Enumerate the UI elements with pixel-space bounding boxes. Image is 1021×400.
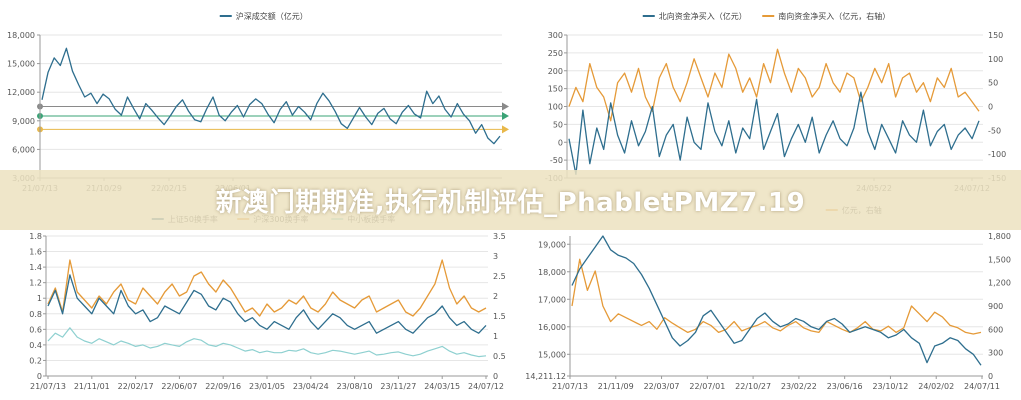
x-tick-label: 23/11/27 <box>380 382 416 391</box>
y-tick-label: 18,000 <box>7 31 35 40</box>
y-tick-label: 1.6 <box>29 248 42 257</box>
y-tick-label: 0 <box>558 138 563 147</box>
series-line <box>571 235 982 366</box>
x-tick-label: 23/04/24 <box>293 382 329 391</box>
y-tick-label: 1.2 <box>29 279 42 288</box>
x-tick-label: 23/01/05 <box>249 382 285 391</box>
x-tick-label: 22/02/17 <box>118 382 154 391</box>
y-tick-label: 0.2 <box>29 356 42 365</box>
y-tick-label: 1.4 <box>29 263 42 272</box>
y-right-tick-label: 1 <box>493 332 498 341</box>
y-tick-label: 100 <box>548 103 563 112</box>
x-tick-label: 21/11/09 <box>598 382 634 391</box>
y-right-tick-label: 900 <box>988 302 1003 311</box>
x-tick-label: 24/02/02 <box>918 382 954 391</box>
y-tick-label: 15,000 <box>538 350 566 359</box>
banner-title: 新澳门期期准,执行机制评估_PhabletPMZ7.19 <box>215 187 806 218</box>
y-tick-label: -50 <box>550 156 563 165</box>
y-right-tick-label: 0 <box>493 372 498 381</box>
y-tick-label: 1 <box>37 294 42 303</box>
x-tick-label: 22/03/07 <box>644 382 680 391</box>
y-right-tick-label: 0.5 <box>493 352 506 361</box>
series-line <box>571 258 982 335</box>
legend-label: 沪深成交额（亿元） <box>236 11 308 21</box>
y-right-tick-label: 0 <box>988 103 993 112</box>
y-tick-label: 12,000 <box>7 88 35 97</box>
chart-turnover: 沪深成交额（亿元）3,0006,0009,00012,00015,00018,0… <box>7 11 509 193</box>
y-tick-label: 300 <box>548 31 563 40</box>
chart-turnover-rates: 上证50换手率沪深300换手率中小板换手率00.20.40.60.811.21.… <box>29 214 505 391</box>
x-tick-label: 22/06/07 <box>161 382 197 391</box>
y-right-tick-label: 600 <box>988 325 1003 334</box>
legend-label: 南向资金净买入（亿元，右轴） <box>778 11 890 21</box>
x-tick-label: 24/07/11 <box>964 382 1000 391</box>
y-right-tick-label: 2.5 <box>493 272 506 281</box>
reference-arrow <box>502 125 509 134</box>
y-tick-label: 0 <box>37 372 42 381</box>
series-line <box>47 327 487 358</box>
y-tick-label: 14,211.12 <box>525 372 566 381</box>
overlay-banner: 新澳门期期准,执行机制评估_PhabletPMZ7.19 <box>0 170 1021 230</box>
x-tick-label: 23/06/16 <box>827 382 863 391</box>
y-right-tick-label: 2 <box>493 292 498 301</box>
y-right-tick-label: 1,200 <box>988 279 1011 288</box>
y-right-tick-label: 300 <box>988 349 1003 358</box>
x-tick-label: 24/07/12 <box>468 382 504 391</box>
x-tick-label: 21/07/13 <box>552 382 588 391</box>
y-right-tick-label: 1,800 <box>988 232 1011 241</box>
legend-label: 北向资金净买入（亿元） <box>659 11 747 21</box>
x-tick-label: 23/02/22 <box>781 382 817 391</box>
x-tick-label: 21/11/01 <box>74 382 110 391</box>
series-line <box>47 259 487 317</box>
x-tick-label: 22/09/16 <box>205 382 241 391</box>
series-line <box>568 48 980 122</box>
y-tick-label: 0.6 <box>29 325 42 334</box>
y-tick-label: 6,000 <box>12 145 35 154</box>
chart-index-balance: 亿元，右轴14,211.1215,00016,00017,00018,00019… <box>525 205 1011 391</box>
y-right-tick-label: 50 <box>988 79 998 88</box>
y-tick-label: 0.4 <box>29 341 42 350</box>
y-right-tick-label: 1,500 <box>988 255 1011 264</box>
series-line <box>568 91 980 176</box>
series-line <box>47 274 487 334</box>
reference-arrow <box>502 102 509 111</box>
y-tick-label: 150 <box>548 85 563 94</box>
y-right-tick-label: -50 <box>988 126 1001 135</box>
y-tick-label: 16,000 <box>538 323 566 332</box>
x-tick-label: 21/07/13 <box>30 382 66 391</box>
x-tick-label: 23/10/12 <box>872 382 908 391</box>
reference-arrow <box>502 112 509 121</box>
y-tick-label: 18,000 <box>538 268 566 277</box>
y-right-tick-label: 3.5 <box>493 232 506 241</box>
series-line <box>41 47 501 145</box>
x-tick-label: 23/08/10 <box>337 382 373 391</box>
y-tick-label: 50 <box>553 120 563 129</box>
y-tick-label: 1.8 <box>29 232 42 241</box>
y-right-tick-label: 0 <box>988 372 993 381</box>
x-tick-label: 22/10/27 <box>735 382 771 391</box>
y-tick-label: 19,000 <box>538 240 566 249</box>
x-tick-label: 24/03/15 <box>424 382 460 391</box>
y-right-tick-label: 3 <box>493 252 498 261</box>
chart-northbound-southbound: 北向资金净买入（亿元） 南向资金净买入（亿元，右轴） -100 -50 0 50 100 15… <box>545 11 1006 193</box>
y-right-tick-label: -100 <box>988 150 1006 159</box>
y-right-tick-label: 100 <box>988 55 1003 64</box>
y-tick-label: 9,000 <box>12 117 35 126</box>
y-tick-label: 0.8 <box>29 310 42 319</box>
y-right-tick-label: 150 <box>988 31 1003 40</box>
y-tick-label: 15,000 <box>7 60 35 69</box>
y-right-tick-label: 1.5 <box>493 312 506 321</box>
x-tick-label: 22/07/01 <box>689 382 725 391</box>
y-tick-label: 200 <box>548 67 563 76</box>
y-tick-label: 17,000 <box>538 295 566 304</box>
y-tick-label: 250 <box>548 49 563 58</box>
